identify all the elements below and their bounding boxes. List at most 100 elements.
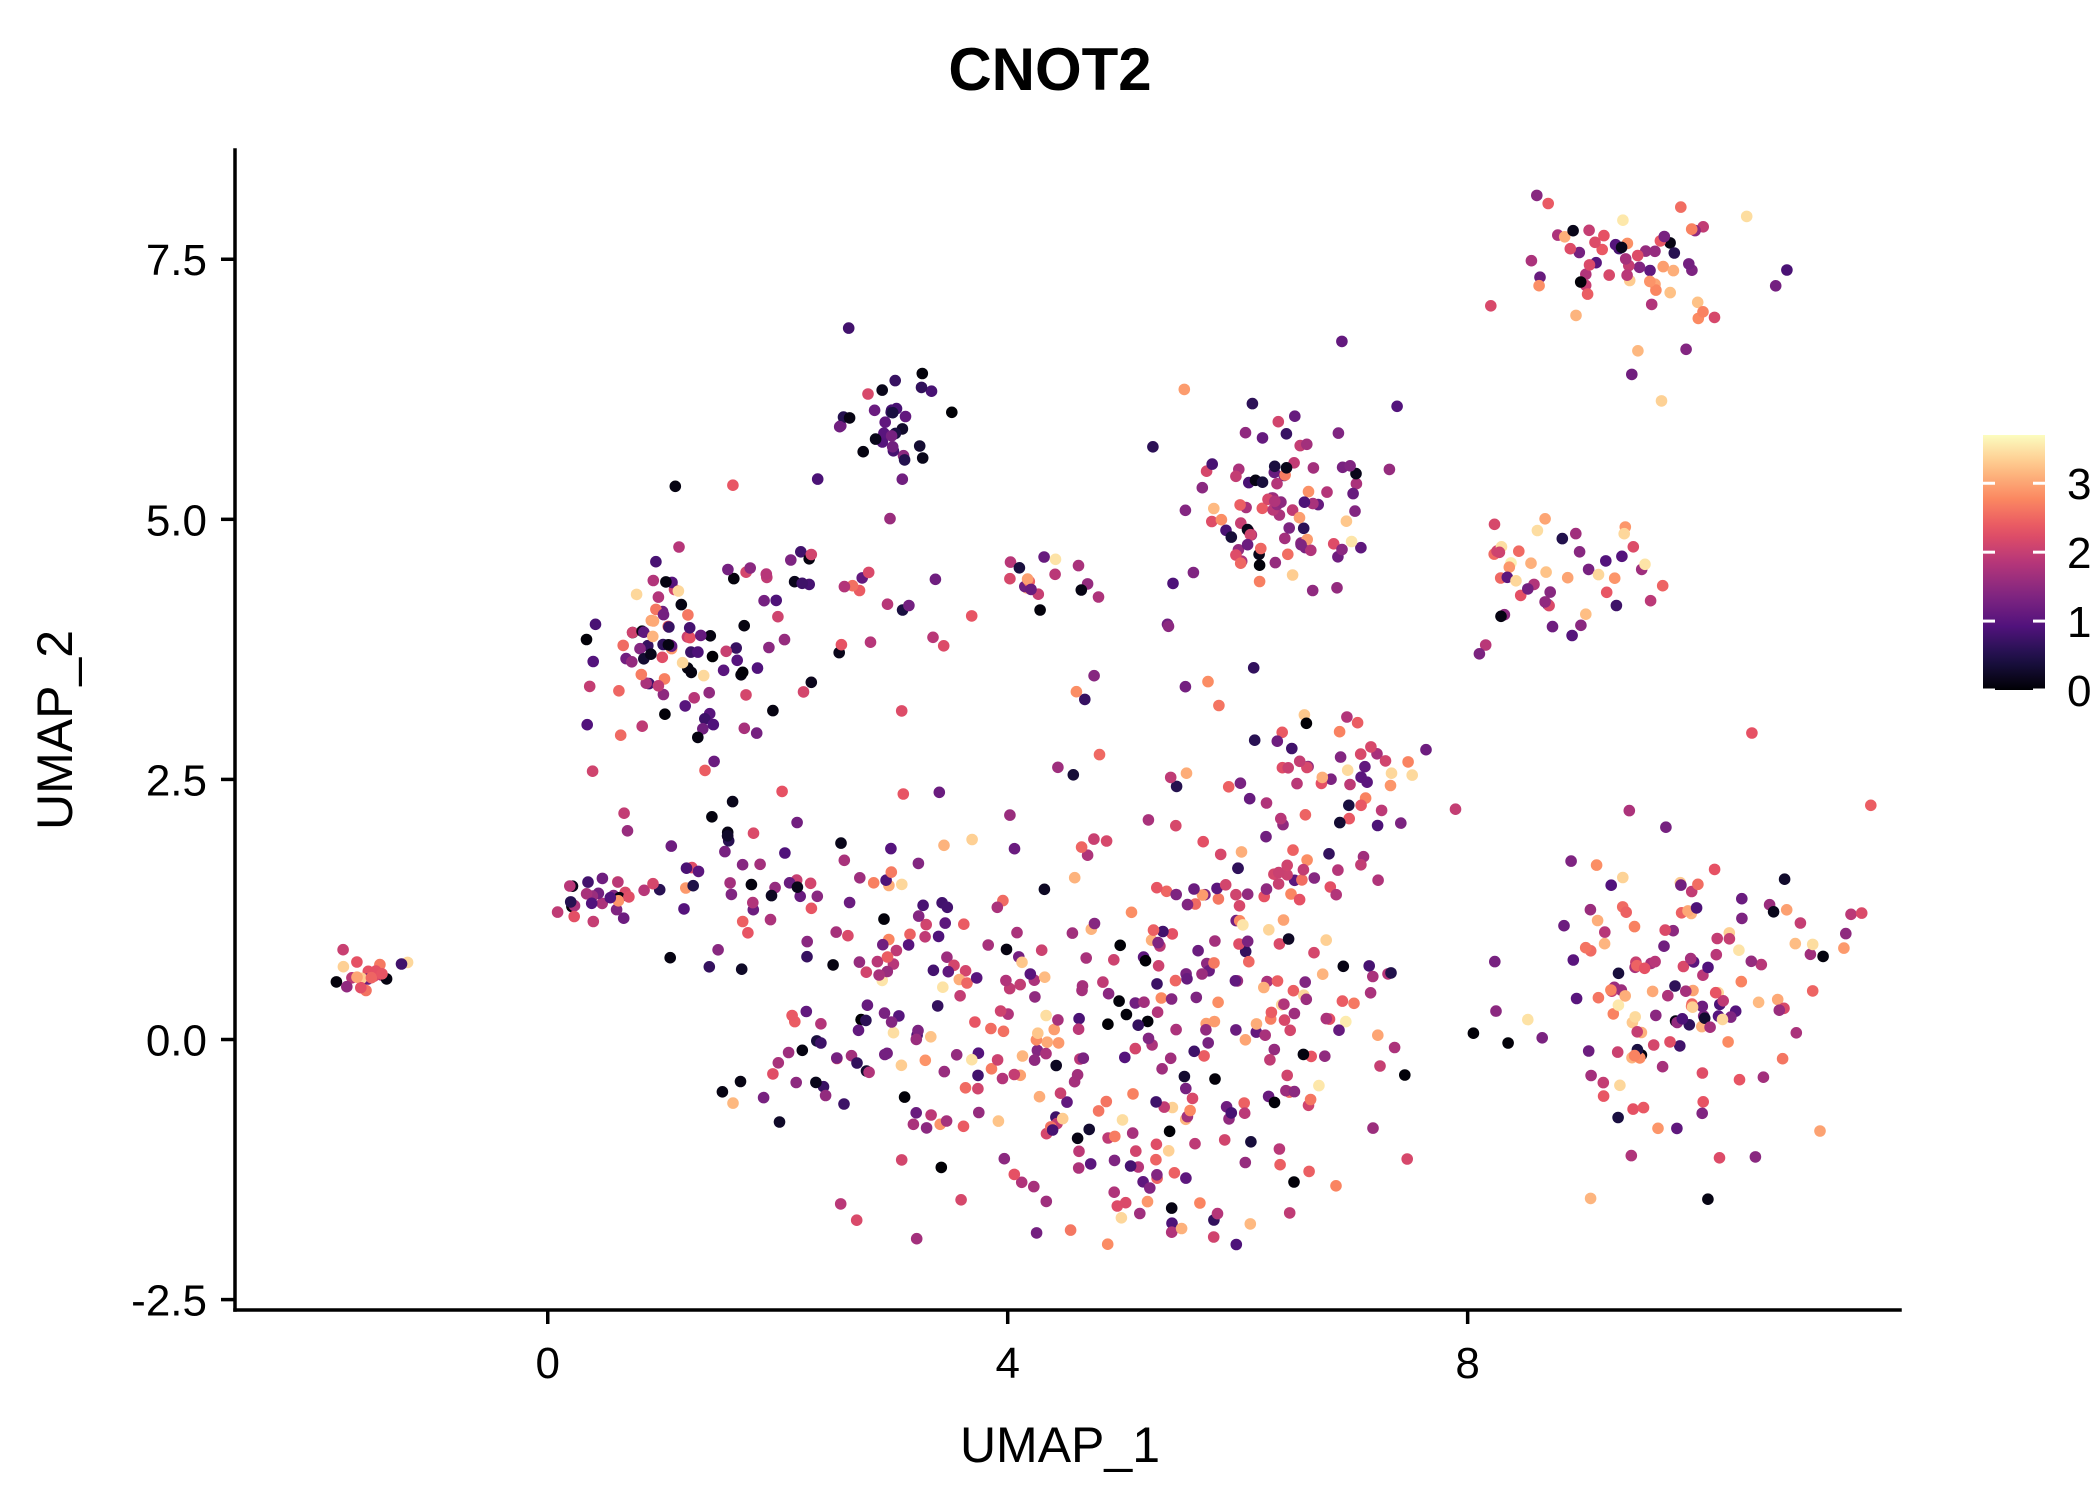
data-point bbox=[1151, 881, 1163, 894]
data-point bbox=[1162, 1145, 1175, 1157]
data-point bbox=[1299, 809, 1312, 821]
y-tick-label: 0.0 bbox=[146, 1017, 207, 1066]
data-point bbox=[1033, 1090, 1046, 1103]
data-point bbox=[871, 955, 884, 968]
data-point bbox=[1190, 991, 1203, 1004]
data-point bbox=[1540, 566, 1552, 578]
data-point bbox=[1073, 1012, 1085, 1025]
data-point bbox=[1016, 1050, 1029, 1062]
data-point bbox=[1272, 878, 1285, 890]
data-point bbox=[1608, 572, 1621, 584]
data-point bbox=[763, 641, 775, 654]
data-point bbox=[1253, 559, 1266, 571]
data-point bbox=[722, 563, 734, 576]
data-point bbox=[1300, 717, 1313, 730]
data-point bbox=[1139, 954, 1152, 967]
data-point bbox=[645, 648, 657, 660]
data-point bbox=[1192, 944, 1204, 957]
data-point bbox=[827, 959, 839, 971]
data-point bbox=[1319, 1050, 1331, 1062]
data-point bbox=[685, 666, 698, 679]
data-point bbox=[1233, 938, 1245, 950]
data-point bbox=[650, 555, 662, 568]
data-point bbox=[1196, 889, 1209, 901]
data-point bbox=[1650, 284, 1662, 296]
data-point bbox=[1333, 1024, 1345, 1036]
data-point bbox=[1115, 1212, 1128, 1224]
data-point bbox=[1138, 996, 1150, 1008]
data-point bbox=[800, 1005, 813, 1018]
data-point bbox=[997, 1025, 1010, 1038]
data-point bbox=[942, 965, 955, 978]
data-point bbox=[1619, 253, 1632, 265]
data-point bbox=[1502, 1037, 1514, 1049]
data-point bbox=[1144, 1182, 1156, 1194]
data-point bbox=[1198, 1050, 1210, 1062]
data-point bbox=[612, 876, 624, 888]
data-point bbox=[736, 666, 749, 679]
data-point bbox=[1611, 1046, 1624, 1058]
data-point bbox=[1011, 926, 1023, 939]
data-point bbox=[754, 858, 766, 871]
data-point bbox=[1109, 1130, 1121, 1143]
data-point bbox=[734, 1075, 747, 1088]
data-point bbox=[1325, 773, 1337, 785]
data-point bbox=[1284, 1024, 1296, 1037]
data-point bbox=[1196, 481, 1209, 494]
data-point bbox=[659, 708, 671, 720]
data-point bbox=[1028, 1054, 1041, 1066]
data-point bbox=[1283, 522, 1295, 534]
data-point bbox=[1008, 842, 1021, 855]
data-point bbox=[1351, 716, 1364, 729]
data-point bbox=[1178, 1070, 1191, 1083]
data-point bbox=[1709, 986, 1722, 999]
data-point bbox=[1675, 879, 1687, 891]
data-point bbox=[1644, 264, 1656, 277]
data-point bbox=[1186, 1092, 1199, 1105]
data-point bbox=[1248, 734, 1261, 746]
data-point bbox=[1655, 395, 1668, 407]
data-point bbox=[1510, 575, 1522, 587]
data-point bbox=[1631, 1026, 1643, 1038]
data-point bbox=[889, 374, 901, 387]
data-point bbox=[1321, 486, 1333, 498]
data-point bbox=[716, 1086, 729, 1098]
data-point bbox=[1364, 987, 1377, 999]
data-point bbox=[1489, 955, 1501, 968]
data-point bbox=[1130, 1145, 1142, 1157]
data-point bbox=[1298, 496, 1311, 509]
data-point bbox=[1282, 548, 1294, 561]
data-point bbox=[1260, 830, 1272, 843]
data-point bbox=[1565, 855, 1577, 867]
data-point bbox=[1239, 426, 1252, 439]
data-point bbox=[1175, 1222, 1188, 1235]
data-point bbox=[797, 686, 810, 698]
data-point bbox=[1281, 859, 1293, 872]
data-point bbox=[1306, 584, 1319, 597]
data-point bbox=[580, 888, 593, 900]
data-point bbox=[1674, 1040, 1686, 1052]
data-point bbox=[1197, 835, 1209, 848]
data-point bbox=[941, 901, 954, 914]
data-point bbox=[647, 615, 660, 627]
data-point bbox=[1163, 1125, 1176, 1138]
data-point bbox=[692, 865, 705, 878]
data-point bbox=[337, 960, 350, 973]
data-point bbox=[673, 541, 685, 553]
data-point bbox=[1374, 1060, 1386, 1072]
data-point bbox=[1556, 532, 1569, 545]
data-point bbox=[1025, 583, 1037, 596]
data-point bbox=[1525, 557, 1537, 569]
data-point bbox=[1649, 955, 1661, 968]
data-point bbox=[1584, 1192, 1597, 1205]
data-point bbox=[1332, 427, 1345, 439]
data-point bbox=[676, 656, 689, 669]
data-point bbox=[1166, 928, 1179, 940]
data-point bbox=[1582, 563, 1595, 576]
data-point bbox=[1021, 573, 1034, 585]
data-point bbox=[728, 572, 740, 585]
data-point bbox=[1599, 926, 1611, 938]
data-point bbox=[959, 1082, 972, 1094]
data-point bbox=[706, 650, 719, 663]
data-point bbox=[341, 980, 353, 993]
